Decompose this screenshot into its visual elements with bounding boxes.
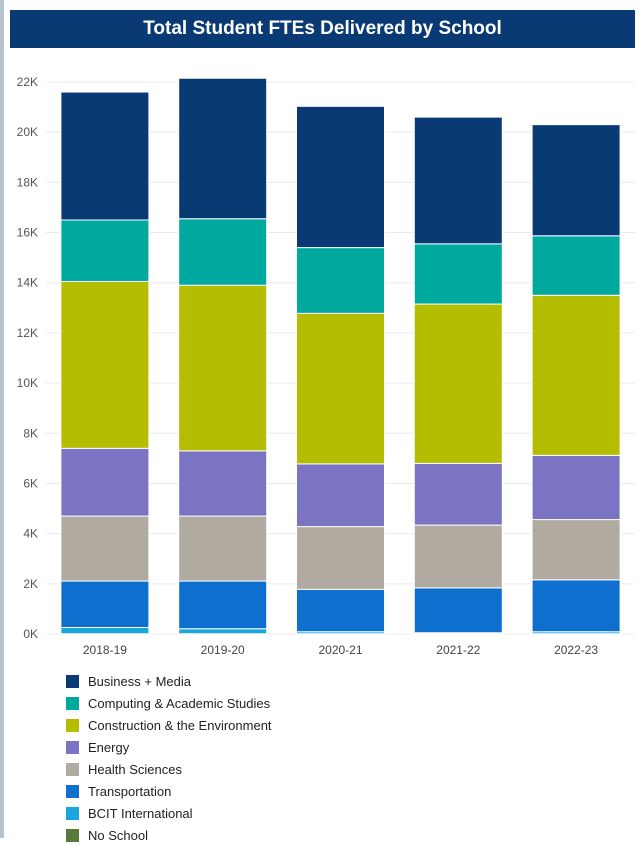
bar-segment	[532, 580, 620, 632]
bar-segment	[297, 464, 385, 527]
bar-segment	[414, 525, 502, 588]
legend-swatch	[66, 697, 79, 710]
bar-segment	[61, 92, 149, 220]
bar-segment	[414, 463, 502, 525]
legend-item: Business + Media	[66, 670, 272, 692]
legend-item: Construction & the Environment	[66, 714, 272, 736]
chart-title-bar: Total Student FTEs Delivered by School	[10, 10, 635, 48]
bar-segment	[61, 220, 149, 281]
legend-label: Health Sciences	[88, 762, 182, 777]
bar-segment	[61, 581, 149, 627]
legend-item: BCIT International	[66, 802, 272, 824]
legend-swatch	[66, 741, 79, 754]
chart-title: Total Student FTEs Delivered by School	[143, 18, 502, 40]
bar-segment	[532, 125, 620, 236]
bar-segment	[297, 527, 385, 590]
bar-segment	[61, 516, 149, 581]
bar-segment	[297, 313, 385, 464]
y-tick-label: 18K	[17, 175, 38, 189]
legend-swatch	[66, 675, 79, 688]
bar-segment	[532, 236, 620, 295]
x-tick-label: 2018-19	[83, 643, 127, 657]
x-tick-label: 2020-21	[318, 643, 362, 657]
bar-segment	[532, 455, 620, 519]
bar-segment	[61, 448, 149, 516]
legend-swatch	[66, 807, 79, 820]
y-tick-label: 2K	[23, 577, 38, 591]
y-tick-label: 10K	[17, 376, 38, 390]
bar-segment	[297, 106, 385, 247]
bar-segment	[414, 117, 502, 244]
legend-item: No School	[66, 824, 272, 846]
legend-label: Construction & the Environment	[88, 718, 272, 733]
legend-item: Transportation	[66, 780, 272, 802]
y-tick-label: 14K	[17, 276, 38, 290]
bar-segment	[179, 78, 267, 219]
bar-segment	[297, 589, 385, 631]
y-tick-label: 4K	[23, 527, 38, 541]
bar-segment	[414, 244, 502, 304]
bar-segment	[414, 588, 502, 633]
x-tick-label: 2021-22	[436, 643, 480, 657]
legend-label: Transportation	[88, 784, 171, 799]
legend-item: Health Sciences	[66, 758, 272, 780]
y-tick-label: 16K	[17, 226, 38, 240]
legend-swatch	[66, 763, 79, 776]
y-tick-label: 12K	[17, 326, 38, 340]
chart-legend: Business + Media Computing & Academic Stu…	[66, 670, 272, 846]
bar-segment	[179, 219, 267, 285]
legend-label: No School	[88, 828, 148, 843]
y-tick-label: 20K	[17, 125, 38, 139]
legend-label: Computing & Academic Studies	[88, 696, 270, 711]
bar-segment	[179, 285, 267, 451]
legend-item: Energy	[66, 736, 272, 758]
bar-segment	[179, 516, 267, 581]
legend-swatch	[66, 719, 79, 732]
legend-swatch	[66, 829, 79, 842]
x-tick-label: 2019-20	[201, 643, 245, 657]
bar-segment	[414, 304, 502, 463]
bar-segment	[61, 281, 149, 448]
legend-item: Computing & Academic Studies	[66, 692, 272, 714]
bar-segment	[179, 629, 267, 634]
bar-segment	[61, 627, 149, 633]
bar-segment	[532, 520, 620, 580]
x-tick-label: 2022-23	[554, 643, 598, 657]
y-tick-label: 8K	[23, 426, 38, 440]
bar-segment	[179, 451, 267, 516]
y-tick-label: 6K	[23, 476, 38, 490]
bar-segment	[179, 581, 267, 629]
legend-label: Energy	[88, 740, 129, 755]
y-tick-label: 0K	[23, 627, 38, 641]
bar-segment	[532, 295, 620, 455]
legend-label: Business + Media	[88, 674, 191, 689]
stacked-bar-chart: 0K 2K 4K 6K 8K 10K 12K 14K 16K 18K 20K 22K 2018-19 20…	[0, 50, 643, 665]
bar-segment	[297, 248, 385, 314]
y-tick-label: 22K	[17, 75, 38, 89]
legend-label: BCIT International	[88, 806, 193, 821]
legend-swatch	[66, 785, 79, 798]
